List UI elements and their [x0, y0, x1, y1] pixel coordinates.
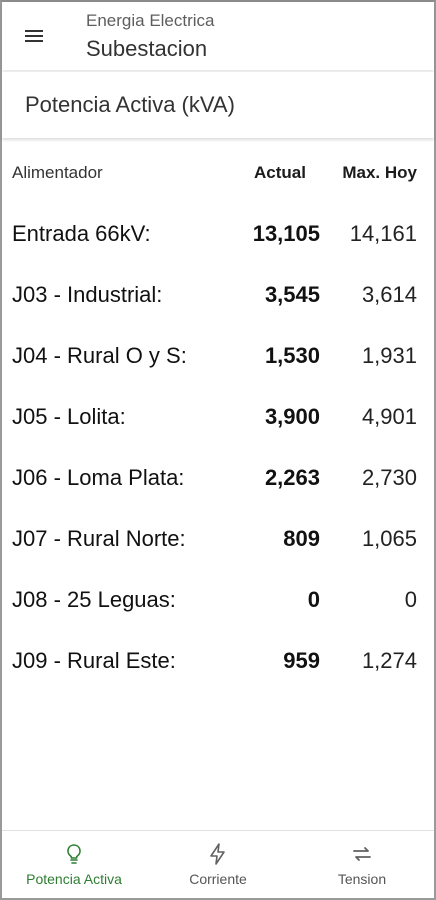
table-row: J07 - Rural Norte: 809 1,065 [12, 508, 417, 569]
app-bar: Energia Electrica Subestacion [2, 2, 434, 70]
feeder-max: 3,614 [361, 281, 417, 307]
feeder-max: 14,161 [349, 220, 417, 246]
swap-arrows-icon [353, 847, 371, 861]
feeder-name: Entrada 66kV: [12, 220, 151, 246]
feeder-max: 0 [404, 586, 417, 612]
column-header-alimentador: Alimentador [12, 163, 103, 182]
section-title: Potencia Activa (kVA) [25, 92, 235, 117]
table-row: J09 - Rural Este: 959 1,274 [12, 630, 417, 691]
feeder-max: 1,065 [361, 525, 417, 551]
tab-corriente[interactable]: Corriente [146, 831, 290, 898]
column-header-actual: Actual [254, 163, 306, 182]
feeder-table: Alimentador Actual Max. Hoy Entrada 66kV… [12, 143, 417, 691]
table-row: J05 - Lolita: 3,900 4,901 [12, 386, 417, 447]
table-header-row: Alimentador Actual Max. Hoy [12, 143, 417, 203]
app-titles: Energia Electrica Subestacion [86, 9, 215, 63]
feeder-name: J07 - Rural Norte: [12, 525, 186, 551]
app-subtitle: Energia Electrica [86, 11, 215, 30]
lightbulb-icon [67, 844, 81, 864]
feeder-max: 1,931 [361, 342, 417, 368]
feeder-name: J03 - Industrial: [12, 281, 163, 307]
feeder-name: J08 - 25 Leguas: [12, 586, 176, 612]
feeder-actual: 959 [283, 647, 320, 673]
feeder-max: 2,730 [361, 464, 417, 490]
feeder-max: 4,901 [361, 403, 417, 429]
tab-potencia-activa[interactable]: Potencia Activa [2, 831, 146, 898]
feeder-actual: 1,530 [264, 342, 320, 368]
feeder-name: J05 - Lolita: [12, 403, 126, 429]
lightning-icon [210, 843, 225, 865]
feeder-name: J04 - Rural O y S: [12, 342, 187, 368]
table-row: J03 - Industrial: 3,545 3,614 [12, 264, 417, 325]
feeder-name: J06 - Loma Plata: [12, 464, 185, 490]
table-row: J04 - Rural O y S: 1,530 1,931 [12, 325, 417, 386]
menu-icon [25, 30, 43, 42]
tab-label: Corriente [189, 871, 247, 887]
table-row: J08 - 25 Leguas: 0 0 [12, 569, 417, 630]
menu-button[interactable] [2, 2, 66, 70]
feeder-actual: 3,545 [264, 281, 320, 307]
column-header-max-hoy: Max. Hoy [342, 163, 417, 182]
tab-label: Potencia Activa [26, 871, 122, 887]
feeder-actual: 3,900 [264, 403, 320, 429]
app-title: Subestacion [86, 36, 208, 61]
feeder-actual: 809 [283, 525, 320, 551]
feeder-name: J09 - Rural Este: [12, 647, 176, 673]
section-header: Potencia Activa (kVA) [2, 72, 434, 138]
tab-label: Tension [337, 871, 387, 887]
bottom-navigation: Potencia Activa Corriente Tension [2, 830, 434, 898]
table-row: Entrada 66kV: 13,105 14,161 [12, 203, 417, 264]
tab-tension[interactable]: Tension [290, 831, 434, 898]
feeder-actual: 13,105 [252, 220, 320, 246]
feeder-max: 1,274 [361, 647, 417, 673]
feeder-actual: 0 [307, 586, 320, 612]
feeder-actual: 2,263 [264, 464, 320, 490]
table-row: J06 - Loma Plata: 2,263 2,730 [12, 447, 417, 508]
